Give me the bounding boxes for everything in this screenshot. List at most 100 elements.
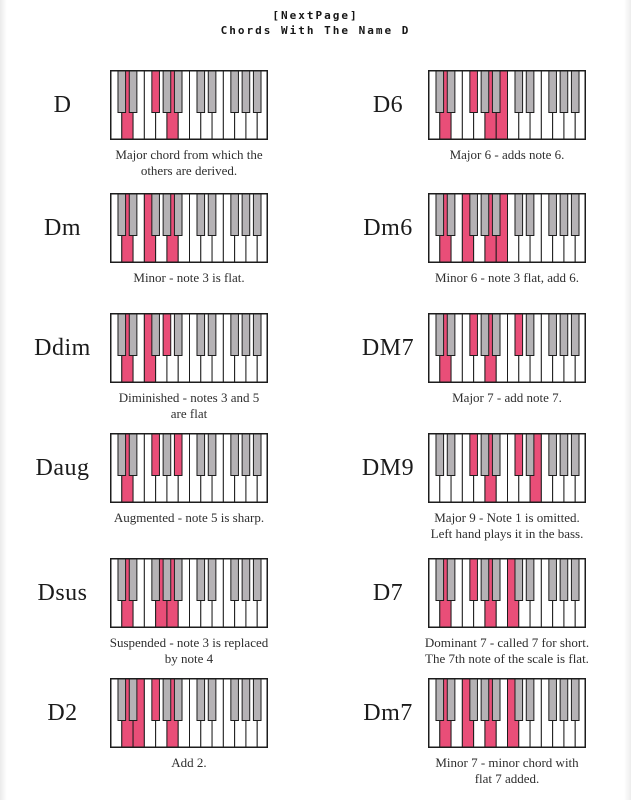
piano-key-C#1 (435, 433, 445, 476)
piano-key-A#2 (570, 558, 580, 601)
piano-key-A#2 (570, 678, 580, 721)
chord-label: D6 (372, 91, 404, 118)
piano-key-D#2 (525, 70, 535, 113)
piano-key-G#1 (480, 558, 490, 601)
piano-key-A#1 (491, 678, 501, 721)
chord-caption: Minor 6 - note 3 flat, add 6. (382, 270, 631, 286)
piano-key-G#1 (480, 678, 490, 721)
chord-cell-D7: D7 Dominant 7 - called 7 for short. The 7… (348, 558, 589, 667)
chord-label-box: D6 (348, 70, 428, 140)
piano-key-D#2 (207, 678, 217, 721)
piano-key-F#1-pressed (469, 313, 478, 356)
piano-key-D#2 (207, 193, 217, 236)
piano-key-G#2 (241, 433, 251, 476)
page-title: Chords With The Name D (220, 24, 411, 37)
piano-key-C#2 (196, 558, 206, 601)
chord-label-box: DM7 (348, 313, 428, 383)
keyboard-column: Major 7 - add note 7. (428, 313, 586, 406)
piano-key-A#2 (570, 193, 580, 236)
piano-key-A#1 (491, 70, 501, 113)
chord-cell-D2: D2 Add 2. (15, 678, 268, 771)
caption-line: Major 6 - adds note 6. (449, 147, 565, 162)
chord-label: D (53, 91, 72, 118)
chord-label-box: Daug (15, 433, 110, 503)
piano-key-D#2 (525, 433, 535, 476)
piano-key-A#2 (570, 70, 580, 113)
caption-line: Suspended - note 3 is replaced (109, 635, 269, 650)
chord-label-box: Dm6 (348, 193, 428, 263)
caption-line: Dominant 7 - called 7 for short. (424, 635, 590, 650)
chord-caption: Major 6 - adds note 6. (382, 147, 631, 163)
piano-key-D#2 (525, 313, 535, 356)
piano-key-D#2 (207, 433, 217, 476)
piano-key-D#1 (446, 433, 456, 476)
piano-key-C#1 (435, 313, 445, 356)
piano-key-G#2 (559, 313, 569, 356)
piano-key-G#2 (241, 558, 251, 601)
piano-key-A#2 (252, 558, 262, 601)
piano-key-A#1 (491, 193, 501, 236)
chord-label-box: Dm7 (348, 678, 428, 748)
piano-keyboard-D7 (428, 558, 586, 628)
chord-label-box: D7 (348, 558, 428, 628)
chord-caption: Major chord from which the others are der… (64, 147, 314, 179)
chord-label-box: DM9 (348, 433, 428, 503)
chord-label: Dm (44, 214, 81, 241)
chord-label: Dsus (37, 579, 88, 606)
piano-key-G#1 (480, 433, 490, 476)
chord-cell-DM9: DM9 Major 9 - Note 1 is omitted. Left han… (348, 433, 586, 542)
chord-label-box: D (15, 70, 110, 140)
caption-line: Diminished - notes 3 and 5 (118, 390, 260, 405)
piano-key-C#2 (514, 70, 524, 113)
piano-keyboard-Dm7 (428, 678, 586, 748)
page-header: [NextPage] Chords With The Name D (0, 8, 631, 38)
keyboard-column: Suspended - note 3 is replaced by note 4 (110, 558, 268, 667)
piano-key-A#2 (252, 678, 262, 721)
piano-key-G#1 (480, 193, 490, 236)
caption-line: Minor 6 - note 3 flat, add 6. (434, 270, 580, 285)
chord-label-box: Ddim (15, 313, 110, 383)
piano-key-A#2 (570, 313, 580, 356)
piano-key-G#1 (480, 313, 490, 356)
piano-key-D#1 (446, 678, 456, 721)
piano-keyboard-Dsus (110, 558, 268, 628)
piano-key-F#2 (230, 433, 239, 476)
chord-label: Daug (35, 454, 90, 481)
piano-key-A#2 (252, 70, 262, 113)
piano-key-D#2 (525, 678, 535, 721)
chord-label: Dm7 (363, 699, 413, 726)
piano-key-A#1 (491, 433, 501, 476)
piano-key-G#1 (162, 70, 172, 113)
keyboard-column: Minor 6 - note 3 flat, add 6. (428, 193, 586, 286)
caption-line: Major 9 - Note 1 is omitted. (434, 510, 580, 525)
piano-key-C#1 (117, 313, 127, 356)
chord-caption: Add 2. (64, 755, 314, 771)
piano-key-F#1 (151, 558, 160, 601)
piano-key-C#1 (435, 70, 445, 113)
keyboard-column: Diminished - notes 3 and 5 are flat (110, 313, 268, 422)
keyboard-column: Add 2. (110, 678, 268, 771)
caption-line: The 7th note of the scale is flat. (425, 651, 589, 666)
chord-label: D7 (372, 579, 404, 606)
piano-key-D#2 (207, 70, 217, 113)
piano-key-F#2 (548, 70, 557, 113)
caption-line: by note 4 (164, 651, 214, 666)
piano-key-A#1 (173, 313, 183, 356)
chord-cell-D: D Major chord from which the others are d… (15, 70, 268, 179)
piano-key-A#1 (173, 678, 183, 721)
piano-key-D#2 (207, 558, 217, 601)
piano-keyboard-Dm6 (428, 193, 586, 263)
chord-label: Dm6 (363, 214, 413, 241)
piano-keyboard-Daug (110, 433, 268, 503)
piano-key-F#2 (548, 433, 557, 476)
chord-caption: Major 9 - Note 1 is omitted. Left hand pl… (382, 510, 631, 542)
piano-key-F#1 (151, 193, 160, 236)
keyboard-column: Augmented - note 5 is sharp. (110, 433, 268, 526)
piano-key-G#1-pressed (162, 313, 172, 356)
piano-key-D#2 (525, 558, 535, 601)
piano-key-D#1 (128, 70, 138, 113)
piano-key-C#2 (514, 678, 524, 721)
keyboard-column: Minor 7 - minor chord with flat 7 added. (428, 678, 586, 787)
piano-key-C#2-pressed (514, 313, 524, 356)
piano-key-F#2 (230, 193, 239, 236)
